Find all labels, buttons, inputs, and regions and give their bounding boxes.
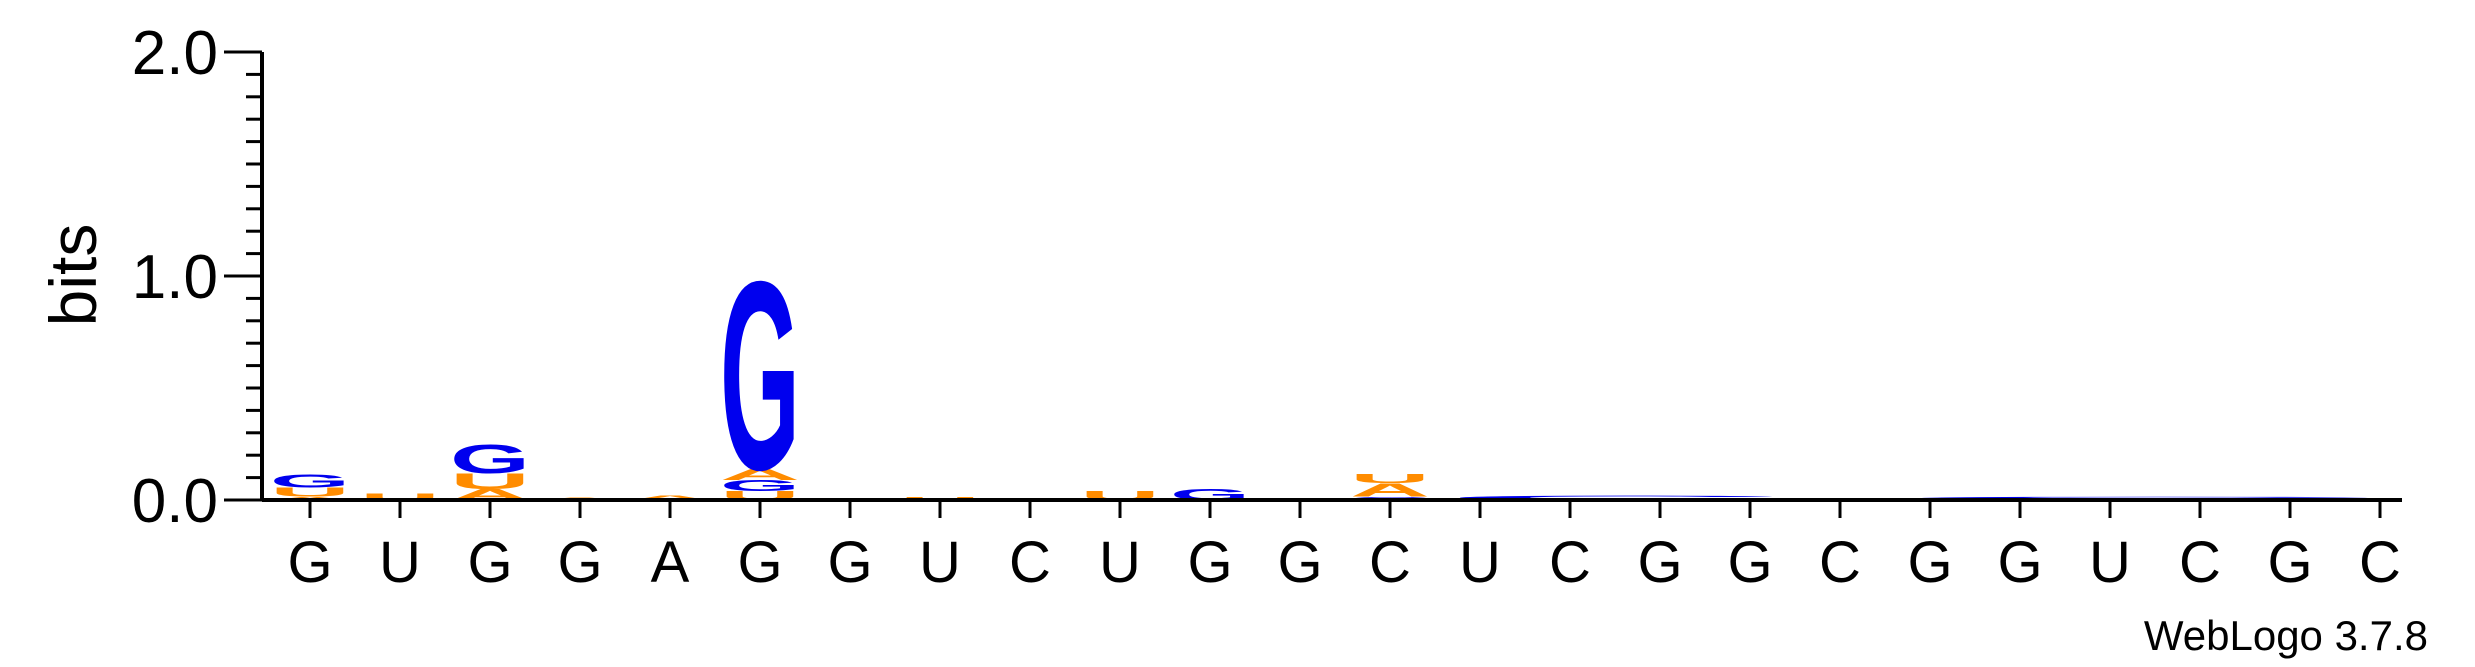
logo-letter-A: A [1350,480,1430,501]
x-tick-label: C [2179,530,2221,595]
logo-letter-G: G [270,471,350,492]
x-tick-label: U [919,530,961,595]
logo-letter-U: U [270,485,350,499]
x-tick-label: G [1907,530,1952,595]
logo-letter-C: C [1440,494,1790,501]
svg-text:U: U [360,492,440,502]
logo-letter-A: A [630,494,710,501]
logo-letter-U: U [450,469,530,493]
y-tick-label: 2.0 [132,19,218,88]
svg-text:G: G [720,477,800,495]
x-tick-label: G [467,530,512,595]
x-tick-label: G [287,530,332,595]
x-tick-label: G [2267,530,2312,595]
x-tick-label: C [2359,530,2401,595]
x-tick-label: C [1369,530,1411,595]
x-tick-label: G [1637,530,1682,595]
x-tick-label: G [1277,530,1322,595]
logo-letter-G: G [720,477,800,495]
svg-text:A: A [720,466,800,484]
x-tick-label: G [1187,530,1232,595]
x-tick-label: G [1727,530,1772,595]
x-tick-label: U [2089,530,2131,595]
x-tick-label: U [1099,530,1141,595]
plot-area: AUGUAUGAAUGAGUUGCAUCG [270,226,2420,527]
logo-letter-U: U [1350,472,1430,486]
x-tick-label: C [1009,530,1051,595]
y-axis: 0.0 1.0 2.0 [132,19,264,536]
x-tick-label: G [1997,530,2042,595]
svg-text:U: U [270,485,350,499]
y-tick-label: 0.0 [132,467,218,536]
x-tick-label: U [379,530,421,595]
svg-text:U: U [450,469,530,493]
x-tick-label: C [1549,530,1591,595]
svg-text:G: G [720,226,800,527]
x-tick-label: U [1459,530,1501,595]
svg-text:A: A [630,494,710,501]
svg-text:A: A [1350,480,1430,501]
x-tick-label: G [737,530,782,595]
svg-text:C: C [1440,494,1790,501]
svg-text:U: U [1350,472,1430,486]
logo-letter-U: U [360,492,440,502]
y-tick-label: 1.0 [132,243,218,312]
x-tick-label: A [651,530,690,595]
logo-letter-A: A [720,466,800,484]
x-tick-label: G [827,530,872,595]
svg-text:G: G [450,436,530,482]
x-tick-label: G [557,530,602,595]
weblogo-credit: WebLogo 3.7.8 [2144,612,2428,659]
logo-letter-G: G [720,226,800,527]
logo-letter-G: G [450,436,530,482]
svg-text:G: G [270,471,350,492]
x-tick-label: C [1819,530,1861,595]
y-axis-label: bits [36,224,110,327]
